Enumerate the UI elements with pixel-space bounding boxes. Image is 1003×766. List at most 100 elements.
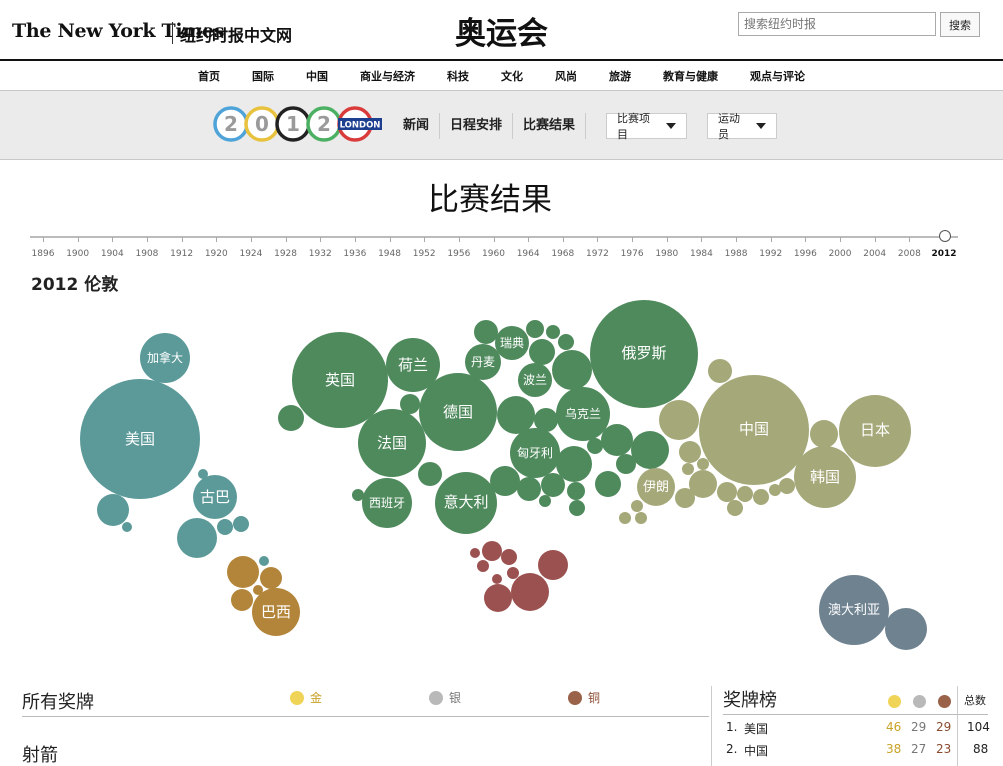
bubble-country[interactable] <box>260 567 282 589</box>
timeline-year-1900[interactable]: 1900 <box>66 249 90 259</box>
bubble-sweden[interactable] <box>495 326 529 360</box>
bubble-country[interactable] <box>278 405 304 431</box>
bubble-country[interactable] <box>501 549 517 565</box>
bubble-country[interactable] <box>538 550 568 580</box>
bubble-country[interactable] <box>482 541 502 561</box>
bubble-italy[interactable] <box>435 472 497 534</box>
bubble-ukraine[interactable] <box>556 387 610 441</box>
nav-item-travel[interactable]: 旅游 <box>609 70 631 83</box>
timeline-year-1984[interactable]: 1984 <box>689 249 713 259</box>
nav-item-china[interactable]: 中国 <box>306 70 328 83</box>
timeline-year-2004[interactable]: 2004 <box>863 249 887 259</box>
bubble-usa[interactable] <box>80 379 200 499</box>
bubble-country[interactable] <box>517 477 541 501</box>
bubble-country[interactable] <box>595 471 621 497</box>
bubble-country[interactable] <box>492 574 502 584</box>
nav-item-culture[interactable]: 文化 <box>501 70 523 83</box>
bubble-country[interactable] <box>587 438 603 454</box>
bubble-country[interactable] <box>675 488 695 508</box>
bubble-australia[interactable] <box>819 575 889 645</box>
nav-item-education-health[interactable]: 教育与健康 <box>663 70 718 83</box>
bubble-country[interactable] <box>177 518 217 558</box>
nav-item-home[interactable]: 首页 <box>198 70 220 83</box>
gold-column-icon[interactable] <box>888 695 901 708</box>
bubble-country[interactable] <box>682 463 694 475</box>
bubble-country[interactable] <box>477 560 489 572</box>
bubble-china[interactable] <box>699 375 809 485</box>
timeline-year-1932[interactable]: 1932 <box>308 249 332 259</box>
bubble-iran[interactable] <box>637 468 675 506</box>
total-column-header[interactable]: 总数 <box>964 694 986 707</box>
timeline-year-1908[interactable]: 1908 <box>135 249 159 259</box>
timeline-year-1928[interactable]: 1928 <box>274 249 298 259</box>
bubble-country[interactable] <box>708 359 732 383</box>
bubble-country[interactable] <box>541 473 565 497</box>
bronze-column-icon[interactable] <box>938 695 951 708</box>
timeline-year-2008[interactable]: 2008 <box>897 249 921 259</box>
timeline-year-1912[interactable]: 1912 <box>170 249 194 259</box>
bubble-country[interactable] <box>679 441 701 463</box>
timeline-year-1936[interactable]: 1936 <box>343 249 367 259</box>
bubble-country[interactable] <box>470 548 480 558</box>
bubble-country[interactable] <box>737 486 753 502</box>
timeline-year-1996[interactable]: 1996 <box>793 249 817 259</box>
timeline-year-1972[interactable]: 1972 <box>586 249 609 259</box>
bubble-country[interactable] <box>635 512 647 524</box>
search-button[interactable]: 搜索 <box>940 12 980 37</box>
bubble-country[interactable] <box>534 408 558 432</box>
bubble-uk[interactable] <box>292 332 388 428</box>
timeline-year-1980[interactable]: 1980 <box>655 249 679 259</box>
bubble-country[interactable] <box>484 584 512 612</box>
timeline-handle[interactable] <box>939 230 951 242</box>
nav-item-style[interactable]: 风尚 <box>555 70 577 83</box>
bubble-country[interactable] <box>697 458 709 470</box>
bubble-canada[interactable] <box>140 333 190 383</box>
bubble-country[interactable] <box>497 396 535 434</box>
bubble-poland[interactable] <box>518 363 552 397</box>
bubble-country[interactable] <box>418 462 442 486</box>
bubble-country[interactable] <box>539 495 551 507</box>
bubble-country[interactable] <box>616 454 636 474</box>
bubble-korea[interactable] <box>794 446 856 508</box>
search-input[interactable] <box>738 12 936 36</box>
timeline-year-1924[interactable]: 1924 <box>239 249 263 259</box>
timeline-year-1992[interactable]: 1992 <box>759 249 783 259</box>
bubble-country[interactable] <box>810 420 838 448</box>
timeline-year-1976[interactable]: 1976 <box>620 249 644 259</box>
bubble-country[interactable] <box>753 489 769 505</box>
bubble-country[interactable] <box>567 482 585 500</box>
nav-item-world[interactable]: 国际 <box>252 70 274 83</box>
bubble-netherlands[interactable] <box>386 338 440 392</box>
bubble-country[interactable] <box>717 482 737 502</box>
london-2012-logo[interactable]: 2 0 1 2 LONDON <box>212 103 382 145</box>
bubble-country[interactable] <box>474 320 498 344</box>
timeline-year-1964[interactable]: 1964 <box>516 249 540 259</box>
bubble-country[interactable] <box>97 494 129 526</box>
table-row[interactable]: 1. 美国 46 29 29 104 <box>723 716 990 738</box>
timeline-year-1896[interactable]: 1896 <box>31 249 55 259</box>
bubble-hungary[interactable] <box>510 428 560 478</box>
timeline-year-1920[interactable]: 1920 <box>204 249 228 259</box>
bubble-country[interactable] <box>631 500 643 512</box>
bubble-country[interactable] <box>511 573 549 611</box>
table-row[interactable]: 2. 中国 38 27 23 88 <box>723 738 988 760</box>
timeline-year-1960[interactable]: 1960 <box>482 249 505 259</box>
bubble-country[interactable] <box>526 320 544 338</box>
results-link[interactable]: 比赛结果 <box>513 113 587 139</box>
bubble-brazil[interactable] <box>252 588 300 636</box>
nav-item-tech[interactable]: 科技 <box>447 70 469 83</box>
bubble-country[interactable] <box>490 466 520 496</box>
bubble-country[interactable] <box>689 470 717 498</box>
nyt-logo[interactable]: The New York Times <box>12 20 225 42</box>
news-link[interactable]: 新闻 <box>403 113 441 139</box>
bubble-country[interactable] <box>546 325 560 339</box>
bubble-country[interactable] <box>400 394 420 414</box>
bubble-country[interactable] <box>231 589 253 611</box>
silver-column-icon[interactable] <box>913 695 926 708</box>
timeline-year-2012[interactable]: 2012 <box>931 249 957 259</box>
nyt-chinese-logo[interactable]: 纽约时报中文网 <box>180 26 293 45</box>
bubble-country[interactable] <box>233 516 249 532</box>
bubble-country[interactable] <box>619 512 631 524</box>
bubble-country[interactable] <box>507 567 519 579</box>
bubble-country[interactable] <box>198 469 208 479</box>
